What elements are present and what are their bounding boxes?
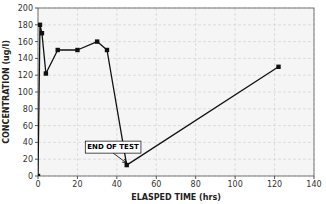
marker <box>40 31 44 35</box>
annotation-text: END OF TEST <box>87 143 139 151</box>
chart: 0 20 40 60 80 100 120 140 0 20 40 60 80 100 120 140 160 1… <box>0 0 326 204</box>
tick-label: 140 <box>18 54 33 63</box>
tick <box>35 159 38 160</box>
tick-label: 40 <box>112 180 122 189</box>
tick <box>156 176 157 179</box>
grid <box>38 8 314 176</box>
grid-line <box>38 159 314 160</box>
tick <box>35 24 38 25</box>
tick <box>35 41 38 42</box>
plot-area <box>38 8 314 176</box>
tick <box>77 176 78 179</box>
tick-label: 80 <box>23 105 33 114</box>
grid-line <box>38 24 314 25</box>
tick-label: 180 <box>18 21 33 30</box>
marker <box>38 23 42 27</box>
grid-line <box>38 41 314 42</box>
plot-frame <box>38 8 314 176</box>
tick <box>35 108 38 109</box>
tick-label: 100 <box>18 88 33 97</box>
x-axis-label: ELASPED TIME (hrs) <box>131 193 221 202</box>
tick <box>235 176 236 179</box>
tick-label: 20 <box>72 180 82 189</box>
tick <box>116 176 117 179</box>
tick <box>35 142 38 143</box>
marker <box>105 48 109 52</box>
tick-label: 20 <box>23 155 33 164</box>
annotation-box <box>85 141 141 153</box>
tick-label: 140 <box>306 180 321 189</box>
annotation: END OF TEST <box>85 141 141 163</box>
tick-label: 120 <box>18 71 33 80</box>
tick-label: 200 <box>18 4 33 13</box>
marker <box>56 48 60 52</box>
grid-line <box>38 75 314 76</box>
tick-label: 100 <box>228 180 243 189</box>
tick-label: 80 <box>191 180 201 189</box>
grid-line <box>38 58 314 59</box>
tick-label: 160 <box>18 38 33 47</box>
marker <box>125 163 129 167</box>
marker <box>75 48 79 52</box>
tick-label: 0 <box>35 180 40 189</box>
marker <box>276 65 280 69</box>
marker <box>44 71 48 75</box>
annotation-arrow <box>113 153 127 163</box>
tick <box>195 176 196 179</box>
tick-label: 60 <box>23 122 33 131</box>
marker <box>38 174 40 176</box>
grid-line <box>38 108 314 109</box>
tick <box>35 58 38 59</box>
series <box>38 23 281 176</box>
tick <box>35 125 38 126</box>
tick-label: 60 <box>151 180 161 189</box>
tick <box>35 8 38 9</box>
tick-label: 40 <box>23 138 33 147</box>
grid-line <box>77 8 78 176</box>
grid-line <box>38 142 314 143</box>
line <box>38 25 279 176</box>
y-axis-label: CONCENTRATION (ug/l) <box>2 40 11 144</box>
tick <box>274 176 275 179</box>
tick <box>35 75 38 76</box>
tick <box>35 92 38 93</box>
grid-line <box>38 125 314 126</box>
grid-line <box>38 92 314 93</box>
tick <box>314 176 315 179</box>
tick <box>35 176 38 177</box>
tick-label: 120 <box>267 180 282 189</box>
tick-label: 0 <box>28 172 33 181</box>
marker <box>95 39 99 43</box>
axes: 0 20 40 60 80 100 120 140 0 20 40 60 80 100 120 140 160 1… <box>18 4 322 189</box>
